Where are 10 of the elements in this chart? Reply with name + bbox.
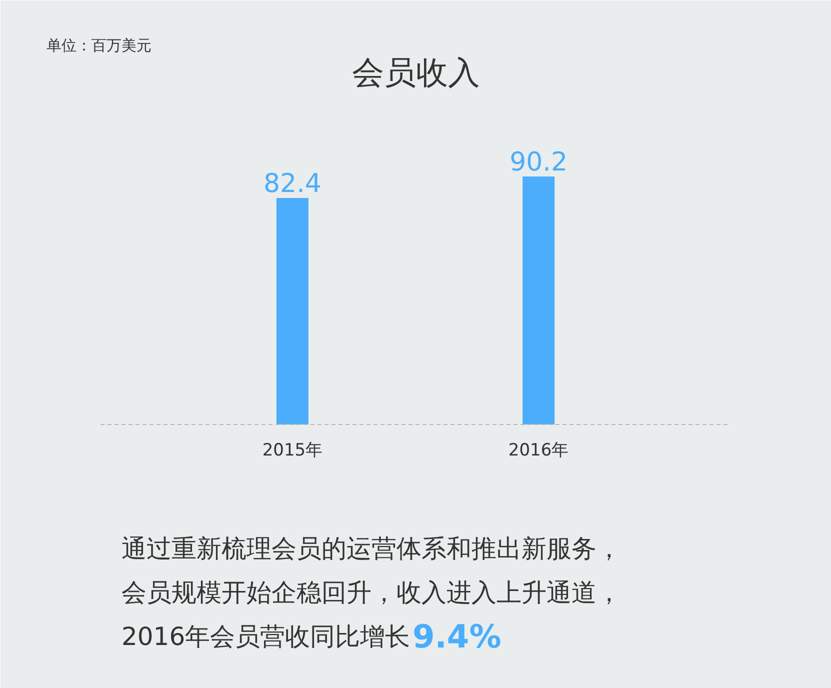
text: 通过重新梳理会员的运营体系和推出新服务，: [122, 534, 622, 563]
text: 9.4%: [412, 618, 502, 656]
data-label: 82.4: [264, 168, 322, 199]
data-label: 90.2: [510, 148, 568, 178]
x-tick-label: 2016年: [508, 440, 569, 460]
x-tick-label: 2015年: [262, 440, 323, 460]
chart-title: 会员收入: [352, 54, 480, 92]
text: 2016年会员营收同比增长: [122, 622, 410, 651]
text: 单位：百万美元: [46, 36, 152, 54]
text: 会员规模开始企稳回升，收入进入上升通道，: [122, 578, 622, 607]
